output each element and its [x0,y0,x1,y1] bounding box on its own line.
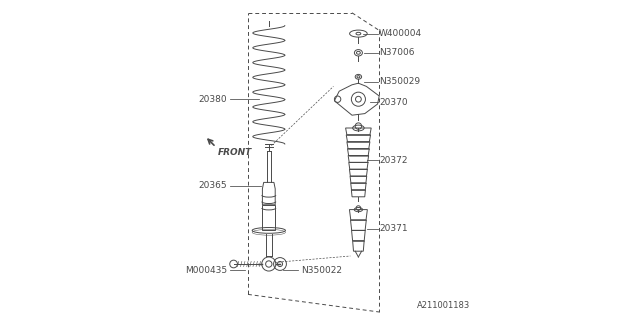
Text: 20370: 20370 [380,98,408,107]
Text: N350029: N350029 [380,77,420,86]
Text: 20365: 20365 [198,181,227,190]
Text: 20372: 20372 [380,156,408,164]
Text: FRONT: FRONT [218,148,252,157]
Text: 20380: 20380 [198,95,227,104]
Text: W400004: W400004 [380,29,422,38]
Text: N350022: N350022 [301,266,342,275]
Text: N37006: N37006 [380,48,415,57]
Text: 20371: 20371 [380,224,408,233]
Text: A211001183: A211001183 [417,301,470,310]
Text: M000435: M000435 [185,266,227,275]
